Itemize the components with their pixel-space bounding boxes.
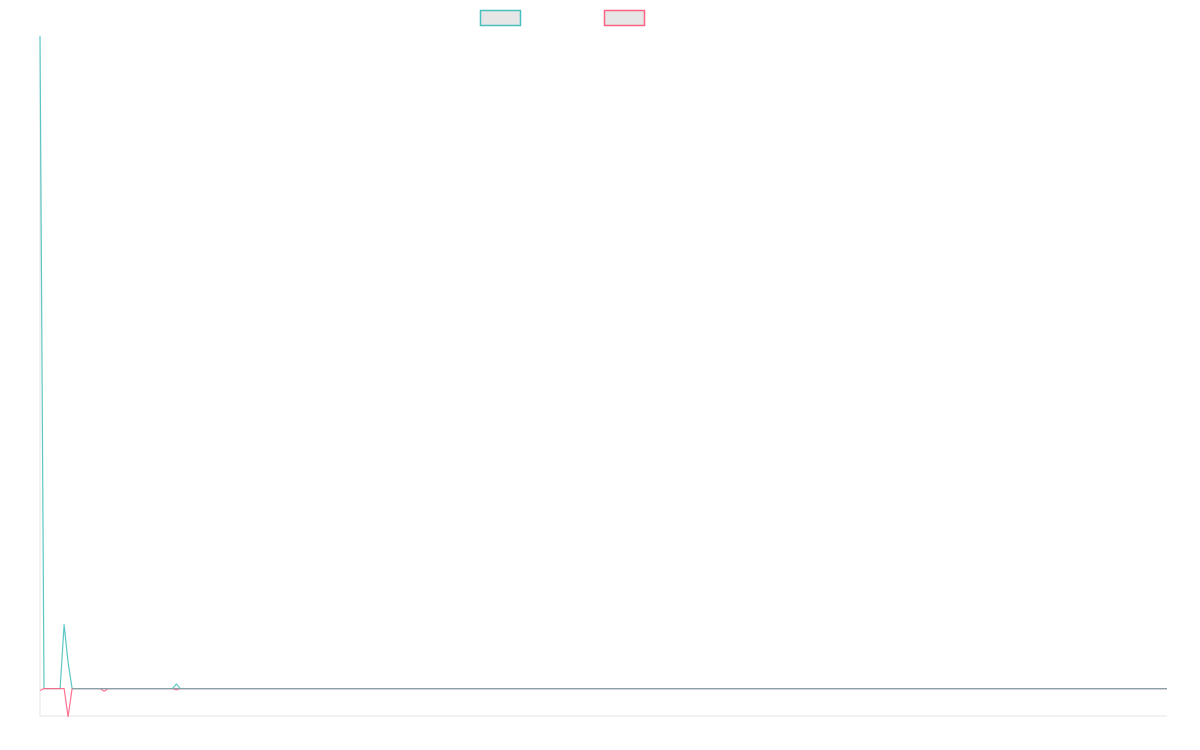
series-line-1 (39, 35, 1167, 690)
legend-swatch-1[interactable] (479, 9, 522, 27)
axes (39, 36, 1167, 717)
legend-swatch-2[interactable] (603, 9, 646, 27)
series-line-2 (39, 687, 1167, 718)
legend (479, 9, 646, 27)
series-group (39, 35, 1167, 718)
